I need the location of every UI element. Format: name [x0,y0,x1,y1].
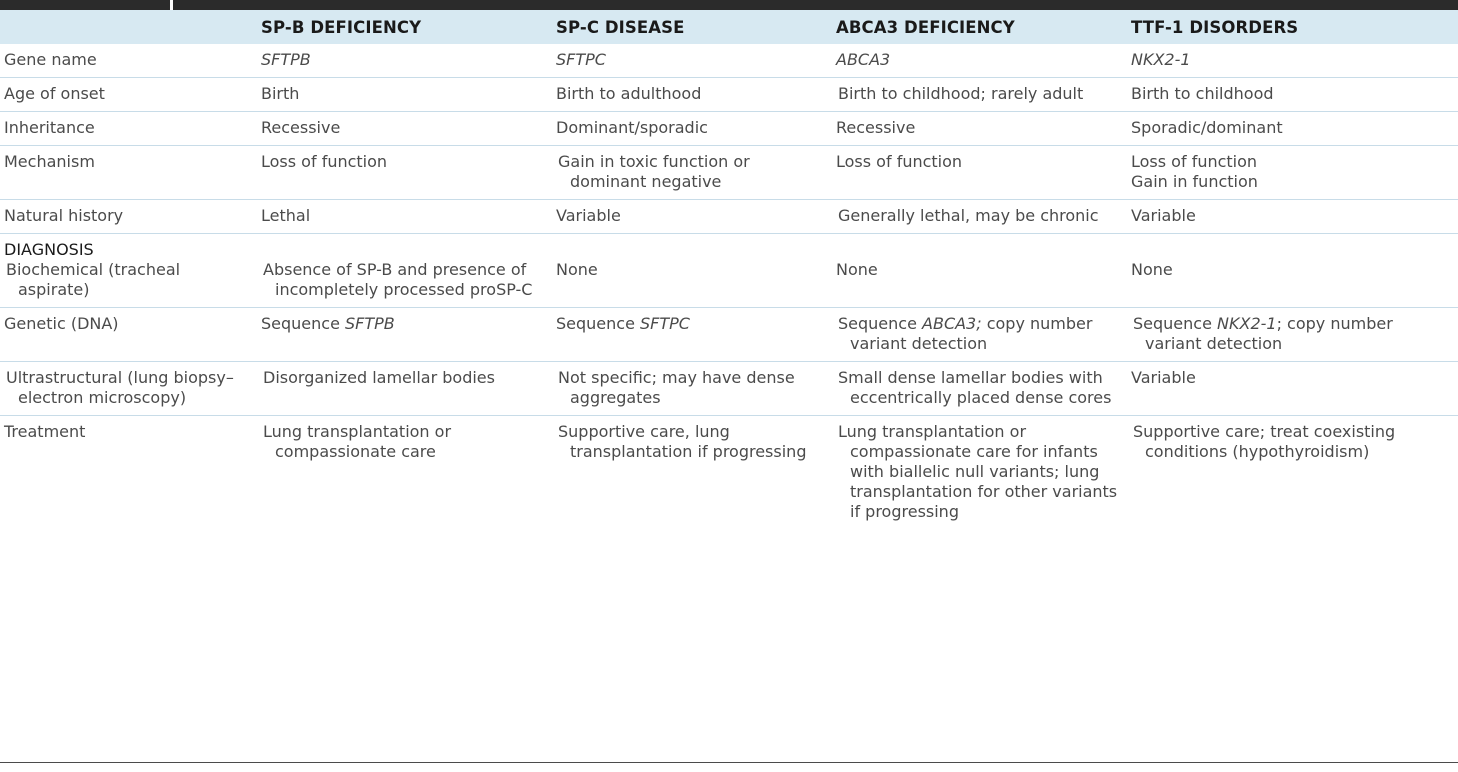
cell-spb: Absence of SP-B and presence of incomple… [255,233,550,308]
cell-spb: SFTPB [255,44,550,78]
disorders-table: SP-B DEFICIENCY SP-C DISEASE ABCA3 DEFIC… [0,10,1458,529]
cell-spc: Birth to adulthood [550,77,830,112]
row-label: Treatment [4,422,86,441]
header-spc-disease: SP-C DISEASE [556,18,685,37]
row-label: Inheritance [0,111,255,146]
top-bar-notch [170,0,173,10]
cell-text-part: Sequence [838,314,917,333]
cell-line: Gain in function [1131,172,1258,191]
cell-text: Lung transplantation or compassionate ca… [838,422,1118,521]
row-label: Gene name [0,44,255,78]
cell-text: Sequence NKX2-1; copy number variant det… [1131,314,1452,354]
header-row: SP-B DEFICIENCY SP-C DISEASE ABCA3 DEFIC… [0,10,1458,44]
row-natural-history: Natural history Lethal Variable Generall… [0,199,1458,234]
bottom-rule [0,762,1458,763]
cell-ttf1: None [1125,233,1458,308]
cell-abca3: Lung transplantation or compassionate ca… [830,416,1125,530]
header-abca3-deficiency: ABCA3 DEFICIENCY [836,18,1015,37]
cell-ttf1: Supportive care; treat coexisting condit… [1125,416,1458,530]
row-label: Ultrastructural (lung biopsy–electron mi… [0,361,255,416]
row-biochemical: DIAGNOSIS Biochemical (tracheal aspirate… [0,233,1458,308]
header-spb-deficiency: SP-B DEFICIENCY [261,18,422,37]
cell-text: Disorganized lamellar bodies [263,368,495,387]
gene-italic: NKX2-1 [1217,314,1277,333]
cell-ttf1: NKX2-1 [1125,44,1458,78]
top-bar [0,0,1458,10]
cell-ttf1: Loss of function Gain in function [1125,145,1458,200]
row-gene-name: Gene name SFTPB SFTPC ABCA3 NKX2-1 [0,44,1458,78]
cell-spb: Loss of function [255,145,550,200]
row-age-of-onset: Age of onset Birth Birth to adulthood Bi… [0,77,1458,112]
row-treatment: Treatment Lung transplantation or compas… [0,416,1458,530]
cell-spc: Dominant/sporadic [550,111,830,146]
cell-text: Generally lethal, may be chronic [838,206,1099,225]
cell-line: Loss of function [1131,152,1258,171]
header-ttf1-disorders: TTF-1 DISORDERS [1131,18,1299,37]
row-label: Age of onset [0,77,255,112]
cell-ttf1: Sporadic/dominant [1125,111,1458,146]
gene-italic: SFTPB [345,314,395,333]
cell-text: Gain in toxic function or dominant negat… [558,152,750,191]
row-label: Mechanism [0,145,255,200]
cell-text-part: Sequence [1133,314,1212,333]
section-heading-diagnosis: DIAGNOSIS [4,240,94,259]
cell-text: Supportive care, lung transplantation if… [558,422,807,461]
row-ultrastructural: Ultrastructural (lung biopsy–electron mi… [0,361,1458,416]
cell-spc: None [550,233,830,308]
cell-spb: Recessive [255,111,550,146]
cell-text: Supportive care; treat coexisting condit… [1133,422,1396,461]
cell-text: Sequence [261,314,340,333]
cell-abca3: ABCA3 [830,44,1125,78]
row-label: Natural history [0,199,255,234]
cell-abca3: Generally lethal, may be chronic [830,199,1125,234]
row-label: Genetic (DNA) [0,307,255,362]
cell-spc: Not specific; may have dense aggregates [550,361,830,416]
cell-text-part: ; copy number variant detection [1145,314,1393,353]
cell-text: Not specific; may have dense aggregates [558,368,795,407]
cell-spb: Sequence SFTPB [255,307,550,362]
gene-italic: ABCA3; [922,314,982,333]
cell-spb: Disorganized lamellar bodies [255,361,550,416]
cell-ttf1: Birth to childhood [1125,77,1458,112]
cell-spc: Variable [550,199,830,234]
row-label-text: Ultrastructural (lung biopsy–electron mi… [6,368,234,407]
cell-ttf1: Sequence NKX2-1; copy number variant det… [1125,307,1458,362]
row-label-text: Biochemical (tracheal aspirate) [6,260,181,299]
cell-spb: Lung transplantation or compassionate ca… [255,416,550,530]
row-genetic: Genetic (DNA) Sequence SFTPB Sequence SF… [0,307,1458,362]
cell-abca3: Recessive [830,111,1125,146]
row-label: DIAGNOSIS Biochemical (tracheal aspirate… [0,233,255,308]
cell-text: Sequence ABCA3; copy number variant dete… [836,314,1119,354]
gene-italic: SFTPC [640,314,690,333]
cell-spc: Gain in toxic function or dominant negat… [550,145,830,200]
cell-ttf1: Variable [1125,361,1458,416]
cell-text: Birth to childhood; rarely adult [838,84,1084,103]
cell-abca3: Small dense lamellar bodies with eccentr… [830,361,1125,416]
cell-text: Sequence [556,314,635,333]
cell-spc: SFTPC [550,44,830,78]
cell-abca3: Loss of function [830,145,1125,200]
cell-abca3: Sequence ABCA3; copy number variant dete… [830,307,1125,362]
cell-text: Absence of SP-B and presence of incomple… [263,260,533,299]
header-blank [0,10,255,44]
cell-ttf1: Variable [1125,199,1458,234]
cell-abca3: None [830,233,1125,308]
cell-text-part: copy number variant detection [850,314,1093,353]
cell-spc: Supportive care, lung transplantation if… [550,416,830,530]
cell-abca3: Birth to childhood; rarely adult [830,77,1125,112]
cell-spb: Lethal [255,199,550,234]
row-inheritance: Inheritance Recessive Dominant/sporadic … [0,111,1458,146]
row-mechanism: Mechanism Loss of function Gain in toxic… [0,145,1458,200]
cell-text: Lung transplantation or compassionate ca… [263,422,452,461]
cell-spc: Sequence SFTPC [550,307,830,362]
cell-text: Small dense lamellar bodies with eccentr… [838,368,1112,407]
cell-spb: Birth [255,77,550,112]
